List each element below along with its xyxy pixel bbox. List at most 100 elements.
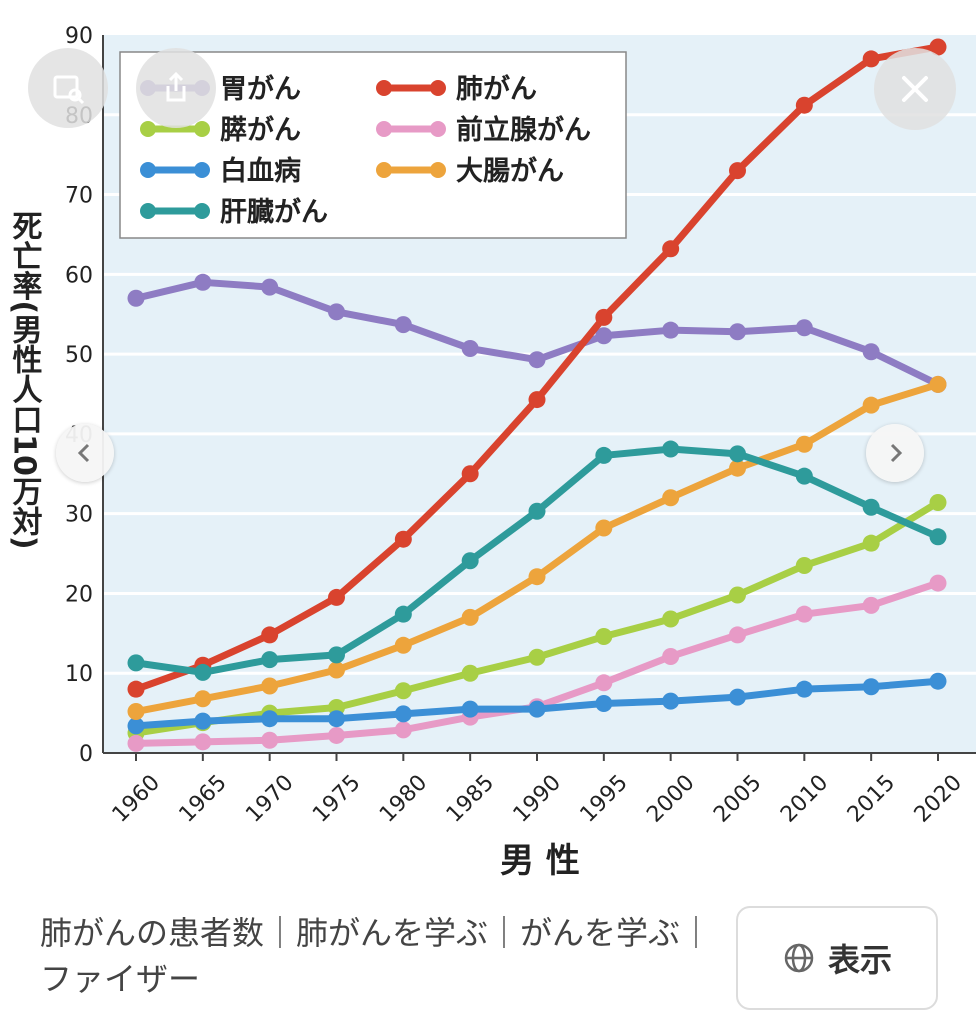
previous-image-button[interactable] <box>56 424 114 482</box>
legend-item: 大腸がん <box>376 155 564 187</box>
data-point <box>461 340 479 358</box>
data-point <box>528 502 546 520</box>
data-point <box>729 586 746 604</box>
x-tick-label: 1990 <box>509 770 566 827</box>
data-point <box>394 530 412 548</box>
data-point <box>729 162 746 180</box>
data-point <box>127 734 145 752</box>
data-point <box>127 680 145 698</box>
share-icon <box>166 71 186 102</box>
y-tick-label: 70 <box>65 184 93 209</box>
legend-label: 白血病 <box>220 155 301 187</box>
data-point <box>862 534 880 552</box>
data-point <box>595 308 613 326</box>
data-point <box>127 654 145 672</box>
data-point <box>795 467 813 485</box>
y-axis-label: 死亡率(男性人口10万対) <box>7 210 43 549</box>
legend-marker <box>376 162 392 178</box>
data-point <box>261 731 279 749</box>
legend-label: 肝臓がん <box>220 196 328 228</box>
data-point <box>729 459 746 477</box>
data-point <box>862 596 880 614</box>
legend-marker <box>140 121 156 137</box>
data-point <box>528 391 546 409</box>
x-tick-label: 1970 <box>241 770 298 827</box>
data-point <box>194 712 212 730</box>
data-point <box>261 626 279 644</box>
x-tick-label: 1965 <box>175 770 232 827</box>
y-tick-label: 50 <box>65 343 93 368</box>
x-tick-label: 1995 <box>576 770 633 827</box>
data-point <box>261 651 279 669</box>
data-point <box>127 703 145 721</box>
data-point <box>394 721 412 739</box>
x-tick-label: 1975 <box>308 770 365 827</box>
data-point <box>662 321 680 339</box>
data-point <box>862 343 880 361</box>
data-point <box>194 663 212 681</box>
data-point <box>394 705 412 723</box>
chevron-left-icon <box>77 443 90 463</box>
data-point <box>929 672 947 690</box>
data-point <box>394 605 412 623</box>
data-point <box>328 726 345 744</box>
x-tick-label: 1960 <box>108 770 165 827</box>
data-point <box>194 690 212 708</box>
series-胃がん <box>127 273 947 393</box>
data-point <box>194 733 212 751</box>
data-point <box>795 680 813 698</box>
data-point <box>595 628 613 646</box>
legend-marker <box>194 121 210 137</box>
data-point <box>328 303 345 321</box>
data-point <box>862 396 880 414</box>
line-chart: 0102030405060708090 19601965197019751980… <box>7 24 976 881</box>
data-point <box>662 610 680 628</box>
y-tick-label: 30 <box>65 503 93 528</box>
data-point <box>461 608 479 626</box>
legend-marker <box>430 162 446 178</box>
image-search-button[interactable] <box>28 48 108 128</box>
series-肝臓がん <box>127 440 947 681</box>
x-tick-label: 1985 <box>442 770 499 827</box>
image-caption-link[interactable]: 肺がんの患者数｜肺がんを学ぶ｜がんを学ぶ｜ファイザー <box>40 914 713 998</box>
data-point <box>795 435 813 453</box>
data-point <box>328 588 345 606</box>
next-image-button[interactable] <box>866 424 924 482</box>
close-button[interactable] <box>874 48 956 130</box>
data-point <box>729 688 746 706</box>
legend-label: 大腸がん <box>456 155 564 187</box>
legend-label: 胃がん <box>220 73 301 105</box>
y-tick-label: 90 <box>65 24 93 49</box>
series-lines <box>127 38 947 752</box>
legend-marker <box>376 121 392 137</box>
data-point <box>595 695 613 713</box>
x-tick-label: 2010 <box>776 770 833 827</box>
data-point <box>528 568 546 586</box>
data-point <box>394 316 412 334</box>
data-point <box>862 50 880 68</box>
data-point <box>862 678 880 696</box>
data-point <box>795 557 813 575</box>
data-point <box>194 273 212 291</box>
x-tick-label: 2005 <box>709 770 766 827</box>
data-point <box>595 446 613 464</box>
data-point <box>461 664 479 682</box>
data-point <box>662 240 680 258</box>
series-大腸がん <box>127 375 947 721</box>
y-tick-labels: 0102030405060708090 <box>65 24 93 767</box>
legend-marker <box>140 203 156 219</box>
legend-marker <box>430 80 446 96</box>
x-tick-label: 1980 <box>375 770 432 827</box>
share-button[interactable] <box>136 48 216 128</box>
data-point <box>662 647 680 665</box>
data-point <box>729 626 746 644</box>
data-point <box>929 528 947 546</box>
image-search-icon <box>53 75 85 105</box>
view-button[interactable]: 表示 <box>736 906 938 1010</box>
view-button-label: 表示 <box>827 941 892 979</box>
data-point <box>528 351 546 369</box>
legend-marker <box>140 162 156 178</box>
series-白血病 <box>127 672 947 735</box>
data-point <box>461 465 479 483</box>
data-point <box>394 682 412 700</box>
